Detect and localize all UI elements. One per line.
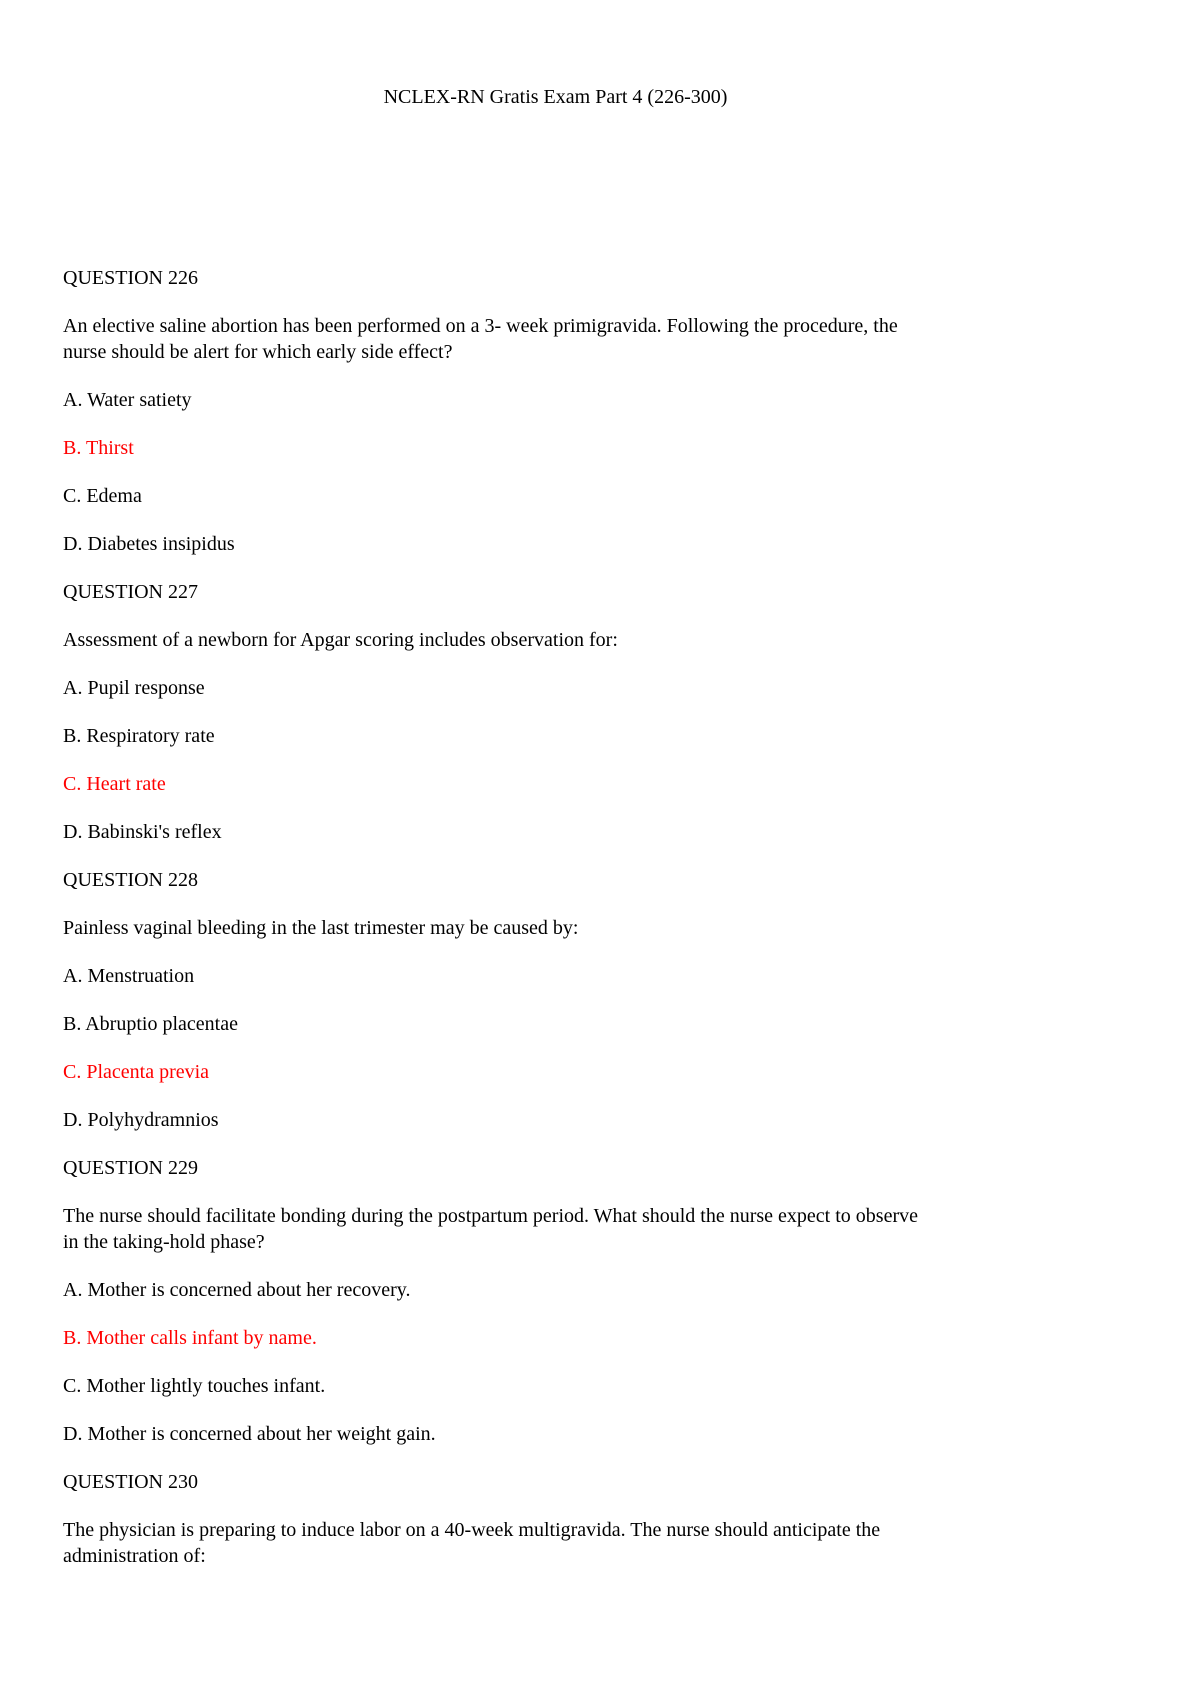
question-heading-229: QUESTION 229: [63, 1157, 198, 1179]
option-227-b: B. Respiratory rate: [63, 725, 215, 747]
question-229: QUESTION 229 The nurse should facilitate…: [63, 1155, 1108, 1447]
option-228-a: A. Menstruation: [63, 965, 195, 987]
option-227-c-correct-answer: C. Heart rate: [63, 773, 166, 795]
option-226-c: C. Edema: [63, 485, 142, 507]
question-heading-230: QUESTION 230: [63, 1471, 198, 1493]
option-228-c-correct-answer: C. Placenta previa: [63, 1061, 210, 1083]
document-content: QUESTION 226 An elective saline abortion…: [63, 265, 1108, 1569]
question-227: QUESTION 227 Assessment of a newborn for…: [63, 579, 1108, 845]
question-heading-228: QUESTION 228: [63, 869, 198, 891]
option-226-a: A. Water satiety: [63, 389, 192, 411]
option-227-d: D. Babinski's reflex: [63, 821, 222, 843]
question-text-229: The nurse should facilitate bonding duri…: [63, 1205, 918, 1253]
question-228: QUESTION 228 Painless vaginal bleeding i…: [63, 867, 1108, 1133]
question-text-226: An elective saline abortion has been per…: [63, 315, 898, 363]
option-228-d: D. Polyhydramnios: [63, 1109, 219, 1131]
question-230: QUESTION 230 The physician is preparing …: [63, 1469, 1108, 1569]
option-229-a: A. Mother is concerned about her recover…: [63, 1279, 411, 1301]
option-226-d: D. Diabetes insipidus: [63, 533, 235, 555]
question-heading-226: QUESTION 226: [63, 267, 198, 289]
question-text-230: The physician is preparing to induce lab…: [63, 1519, 881, 1567]
question-heading-227: QUESTION 227: [63, 581, 198, 603]
question-text-228: Painless vaginal bleeding in the last tr…: [63, 917, 579, 939]
option-229-b-correct-answer: B. Mother calls infant by name.: [63, 1327, 317, 1349]
option-226-b-correct-answer: B. Thirst: [63, 437, 134, 459]
option-229-d: D. Mother is concerned about her weight …: [63, 1423, 436, 1445]
document-title: NCLEX-RN Gratis Exam Part 4 (226-300): [383, 86, 728, 108]
option-228-b: B. Abruptio placentae: [63, 1013, 238, 1035]
option-229-c: C. Mother lightly touches infant.: [63, 1375, 326, 1397]
option-227-a: A. Pupil response: [63, 677, 205, 699]
question-226: QUESTION 226 An elective saline abortion…: [63, 265, 1108, 557]
question-text-227: Assessment of a newborn for Apgar scorin…: [63, 629, 618, 651]
